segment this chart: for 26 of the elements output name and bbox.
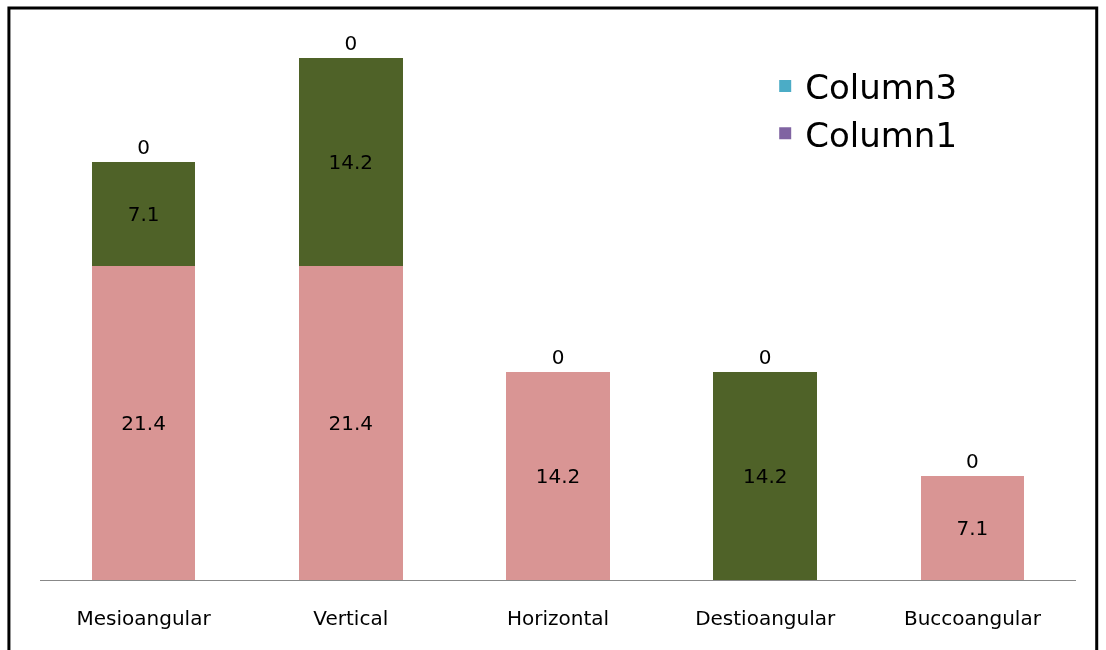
bar [920,475,1025,580]
x-tick-label: Horizontal [506,606,610,630]
data-label: 0 [344,30,358,55]
data-label: 0 [137,134,150,159]
data-label: 7.1 [127,201,160,226]
bar [91,161,196,266]
data-label: 0 [758,344,772,369]
bar [299,265,403,580]
data-label: 0 [966,448,979,473]
legend-label: Column3 [805,67,958,108]
x-tick-label: Destioangular [695,606,837,630]
data-label: 7.1 [956,515,989,540]
x-tick-label: Buccoangular [903,606,1042,630]
data-label: 0 [551,344,565,369]
legend-label: Column1 [805,114,958,155]
x-tick-label: Vertical [313,606,389,630]
data-label: 21.4 [121,410,166,435]
x-tick-label: Mesioangular [76,606,212,630]
bar [299,57,403,266]
bar [91,265,196,580]
bar [506,371,610,580]
data-label: 14.2 [742,463,788,488]
bar [713,371,817,580]
data-label: 21.4 [328,410,374,435]
data-label: 14.2 [328,149,374,174]
data-label: 14.2 [535,463,581,488]
